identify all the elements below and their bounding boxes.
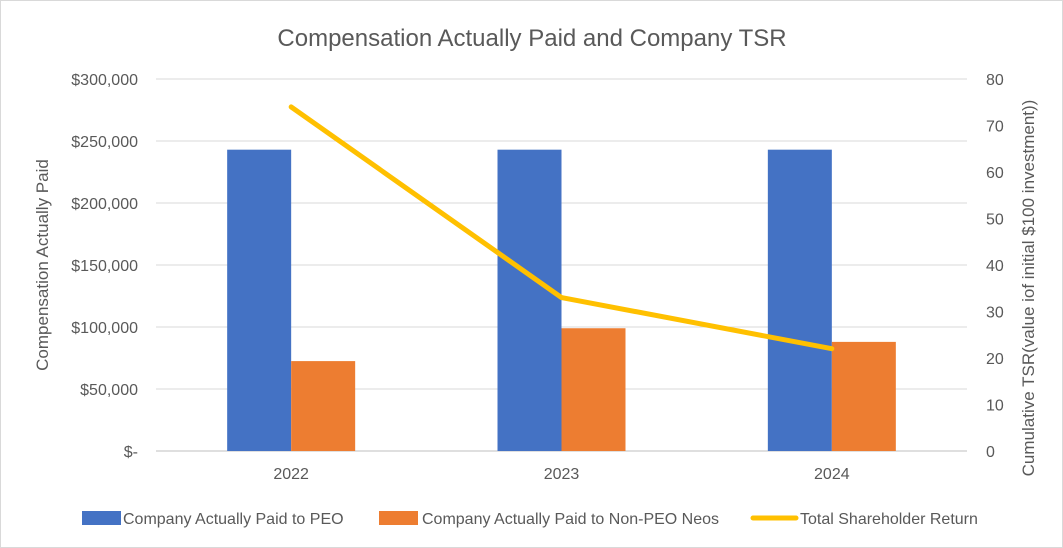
right-tick-label: 30 bbox=[986, 305, 1004, 322]
tsr-line bbox=[288, 104, 835, 352]
bar-peo-2022 bbox=[227, 149, 292, 451]
left-tick-label: $150,000 bbox=[71, 258, 138, 275]
legend-label: Company Actually Paid to Non-PEO Neos bbox=[422, 511, 719, 528]
right-tick-label: 60 bbox=[986, 165, 1004, 182]
left-tick-label: $250,000 bbox=[71, 134, 138, 151]
right-tick-label: 80 bbox=[986, 72, 1004, 89]
tsr-line-group bbox=[288, 104, 835, 352]
bar-non-peo-2022 bbox=[291, 361, 356, 451]
x-tick-label: 2022 bbox=[273, 466, 309, 483]
right-tick-label: 0 bbox=[986, 444, 995, 461]
x-tick-label: 2024 bbox=[814, 466, 850, 483]
bars bbox=[227, 149, 896, 451]
x-tick-label: 2023 bbox=[544, 466, 580, 483]
right-axis: 0 10 20 30 40 50 60 70 80 bbox=[986, 72, 1004, 461]
left-tick-label: $- bbox=[124, 444, 138, 461]
x-axis: 2022 2023 2024 bbox=[273, 466, 849, 483]
right-tick-label: 50 bbox=[986, 212, 1004, 229]
left-axis-title: Compensation Actually Paid bbox=[33, 159, 52, 371]
bar-peo-2023 bbox=[497, 149, 562, 451]
left-tick-label: $300,000 bbox=[71, 72, 138, 89]
legend-swatch-non-peo bbox=[379, 511, 418, 525]
right-tick-label: 20 bbox=[986, 351, 1004, 368]
bar-peo-2024 bbox=[767, 149, 832, 451]
legend-label: Company Actually Paid to PEO bbox=[123, 511, 344, 528]
legend-label: Total Shareholder Return bbox=[800, 511, 978, 528]
chart-title: Compensation Actually Paid and Company T… bbox=[277, 25, 786, 52]
bar-non-peo-2024 bbox=[831, 341, 896, 451]
left-tick-label: $100,000 bbox=[71, 320, 138, 337]
right-axis-title: Cumulative TSR(value iof initial $100 in… bbox=[1019, 100, 1038, 477]
left-axis: $- $50,000 $100,000 $150,000 $200,000 $250,00… bbox=[71, 72, 138, 461]
legend-swatch-peo bbox=[82, 511, 121, 525]
right-tick-label: 70 bbox=[986, 119, 1004, 136]
right-tick-label: 10 bbox=[986, 398, 1004, 415]
legend: Company Actually Paid to PEO Company Actu… bbox=[82, 511, 978, 528]
left-tick-label: $50,000 bbox=[80, 382, 138, 399]
right-tick-label: 40 bbox=[986, 258, 1004, 275]
bar-non-peo-2023 bbox=[561, 328, 626, 451]
left-tick-label: $200,000 bbox=[71, 196, 138, 213]
